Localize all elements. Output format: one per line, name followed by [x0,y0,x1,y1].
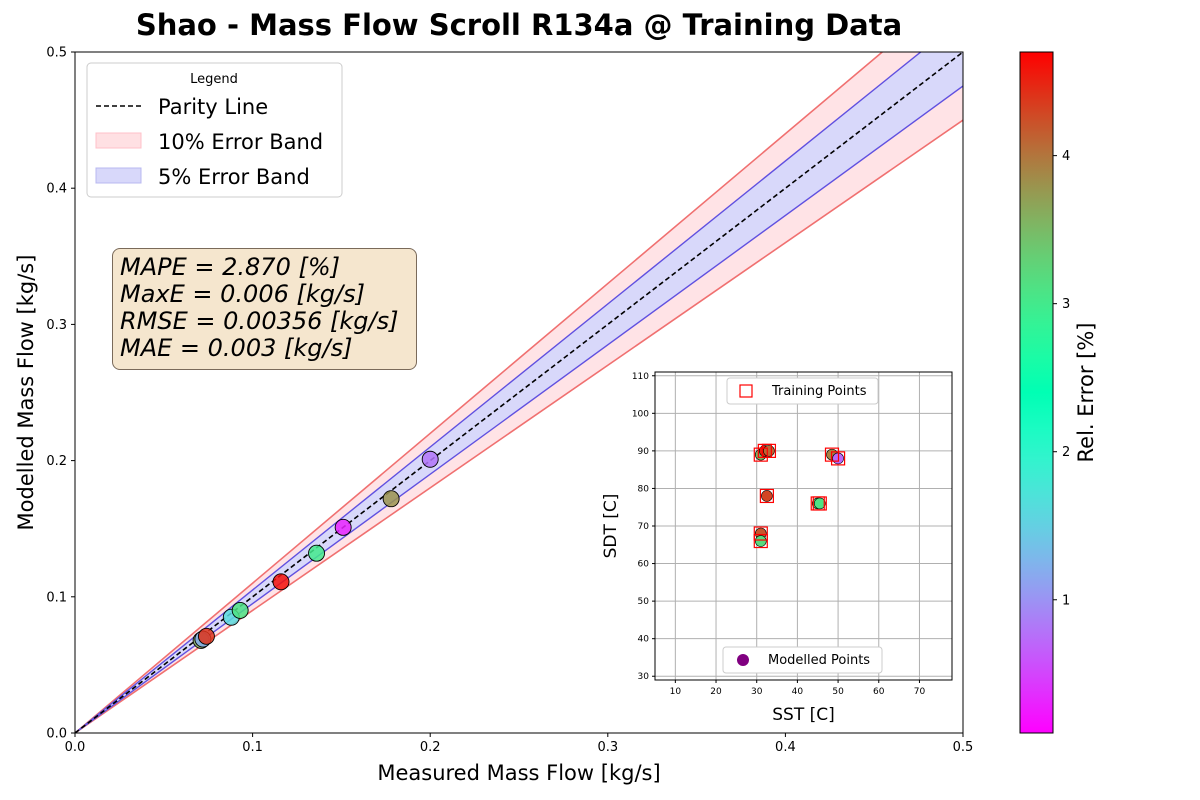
x-tick-label: 0.2 [420,740,441,755]
y-tick-label: 0.0 [46,727,67,742]
inset-x-tick-label: 40 [792,687,804,697]
inset-y-tick-label: 60 [638,560,650,570]
x-tick-label: 0.3 [597,740,618,755]
x-tick-label: 0.5 [953,740,974,755]
colorbar-tick-label: 2 [1062,445,1070,460]
band-5-upper [75,52,922,733]
data-point [421,450,439,468]
legend-band10-swatch [95,132,142,149]
inset-y-tick-label: 90 [638,447,650,457]
rmse-text: RMSE = 0.00356 [kg/s] [120,307,399,335]
mape-text: MAPE = 2.870 [%] [120,253,340,281]
band-5-fill [75,52,963,733]
legend-band5-label: 5% Error Band [158,165,310,189]
inset-legend-bottom [722,646,883,674]
x-tick-label: 0.0 [65,740,86,755]
inset-legend-train-label: Training Points [771,384,867,399]
inset-legend-top [726,377,879,405]
metrics-box: MAPE = 2.870 [%] MaxE = 0.006 [kg/s] RMS… [112,248,417,370]
parity-line [75,52,963,733]
inset-legend-model-label: Modelled Points [768,653,870,668]
inset-x-tick-label: 70 [914,687,926,697]
x-axis-label: Measured Mass Flow [kg/s] [377,761,660,785]
inset-x-tick-label: 10 [670,687,682,697]
inset-training-point [753,526,768,541]
plot-area [75,52,963,733]
inset-y-tick-label: 40 [638,635,650,645]
legend-box [86,62,343,198]
inset-modelled-point [813,497,826,510]
inset-training-point [812,496,827,511]
inset-y-tick-label: 100 [632,409,649,419]
colorbar-tick-label: 4 [1062,149,1070,164]
inset-x-tick-label: 60 [873,687,885,697]
inset-legend-train-swatch [739,384,753,398]
inset-x-tick-label: 50 [832,687,844,697]
inset-training-point [759,488,774,504]
chart-title: Shao - Mass Flow Scroll R134a @ Training… [135,8,903,42]
inset-y-tick-label: 80 [638,484,650,494]
inset-training-point [753,447,768,462]
legend-band5-swatch [95,167,142,184]
data-point [334,518,352,536]
colorbar [1019,51,1054,734]
y-tick-label: 0.4 [46,182,67,197]
inset-training-point [761,443,777,458]
inset-y-tick-label: 70 [638,522,650,532]
y-tick-label: 0.2 [46,454,67,469]
data-point [272,573,290,591]
inset-y-axis-label: SDT [C] [601,494,621,559]
y-axis-label: Modelled Mass Flow [kg/s] [14,255,38,531]
data-point [231,601,249,619]
inset-modelled-point [761,490,773,502]
legend-band10-label: 10% Error Band [158,130,323,154]
colorbar-tick-label: 1 [1062,593,1070,608]
band-10-upper [75,52,884,733]
legend-parity-label: Parity Line [158,95,268,119]
y-tick-label: 0.3 [46,318,67,333]
inset-training-point [830,451,846,466]
legend: Legend Parity Line 10% Error Band 5% Error … [86,62,343,198]
y-tick-label: 0.1 [46,590,67,605]
inset-legend-model-swatch [737,654,749,666]
data-point [382,490,400,508]
inset-training-point [753,533,768,549]
data-point [197,627,215,645]
band-5-lower [75,85,963,733]
inset-x-tick-label: 20 [710,687,722,697]
inset-frame [654,371,953,681]
x-tick-label: 0.4 [775,740,796,755]
y-tick-label: 0.5 [46,46,67,61]
plot-frame [74,51,964,734]
maxe-text: MaxE = 0.006 [kg/s] [120,280,365,308]
inset-modelled-point [763,445,775,457]
inset-y-tick-label: 30 [638,672,650,682]
inset-x-axis-label: SST [C] [772,705,835,725]
data-point [308,544,325,562]
band-10-lower [75,119,963,733]
x-tick-label: 0.1 [242,740,263,755]
mae-text: MAE = 0.003 [kg/s] [120,334,353,362]
inset-y-tick-label: 50 [638,597,650,607]
inset-modelled-point [754,535,767,547]
colorbar-tick-label: 3 [1062,297,1070,312]
inset-x-tick-label: 30 [751,687,763,697]
legend-title: Legend [190,72,238,87]
inset-y-tick-label: 110 [632,372,649,382]
colorbar-label: Rel. Error [%] [1074,323,1098,463]
